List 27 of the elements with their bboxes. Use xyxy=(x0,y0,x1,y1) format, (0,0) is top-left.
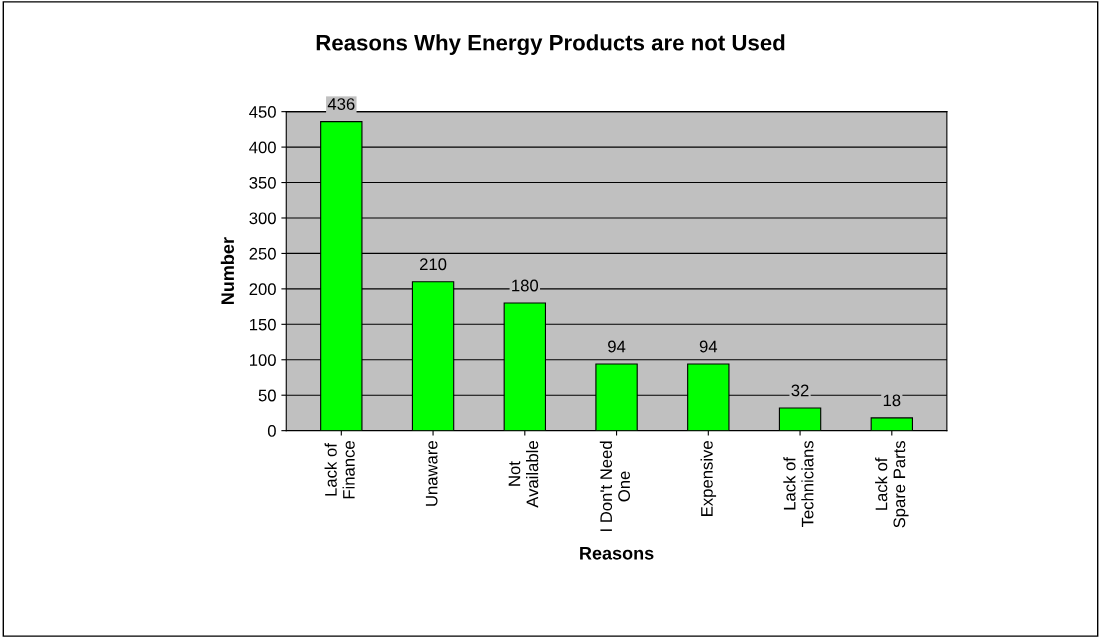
data-label: 18 xyxy=(883,394,901,407)
data-label: 436 xyxy=(327,98,355,110)
y-axis-title: Number xyxy=(220,237,235,305)
y-tick-label: 100 xyxy=(250,354,276,366)
y-tick-label: 300 xyxy=(249,212,276,225)
y-tick-label: 0 xyxy=(267,425,276,437)
y-tick-label: 50 xyxy=(258,389,276,402)
data-label: 94 xyxy=(608,340,626,353)
chart-title: Reasons Why Energy Products are not Used xyxy=(316,34,785,56)
y-tick-label: 250 xyxy=(249,247,276,260)
x-tick-label: Lack of Finance xyxy=(324,441,355,499)
y-tick-label: 200 xyxy=(249,283,276,296)
x-tick-label: Lack of Spare Parts xyxy=(875,440,909,528)
x-tick-label: Not Available xyxy=(508,441,539,508)
x-tick-label: Unaware xyxy=(425,441,438,506)
x-tick-label: Lack of Technicians xyxy=(783,440,814,528)
y-tick-label: 350 xyxy=(249,176,276,189)
data-label: 210 xyxy=(420,258,447,271)
y-tick-label: 150 xyxy=(250,318,276,331)
y-tick-label: 400 xyxy=(249,141,276,154)
y-tick-label: 450 xyxy=(249,106,276,118)
data-label: 94 xyxy=(699,340,718,353)
x-tick-label: I Don't Need One xyxy=(599,441,631,531)
data-label: 180 xyxy=(512,279,539,292)
x-tick-label: Expensive xyxy=(700,441,717,516)
x-axis-title: Reasons xyxy=(580,547,654,560)
data-label: 32 xyxy=(791,384,809,397)
